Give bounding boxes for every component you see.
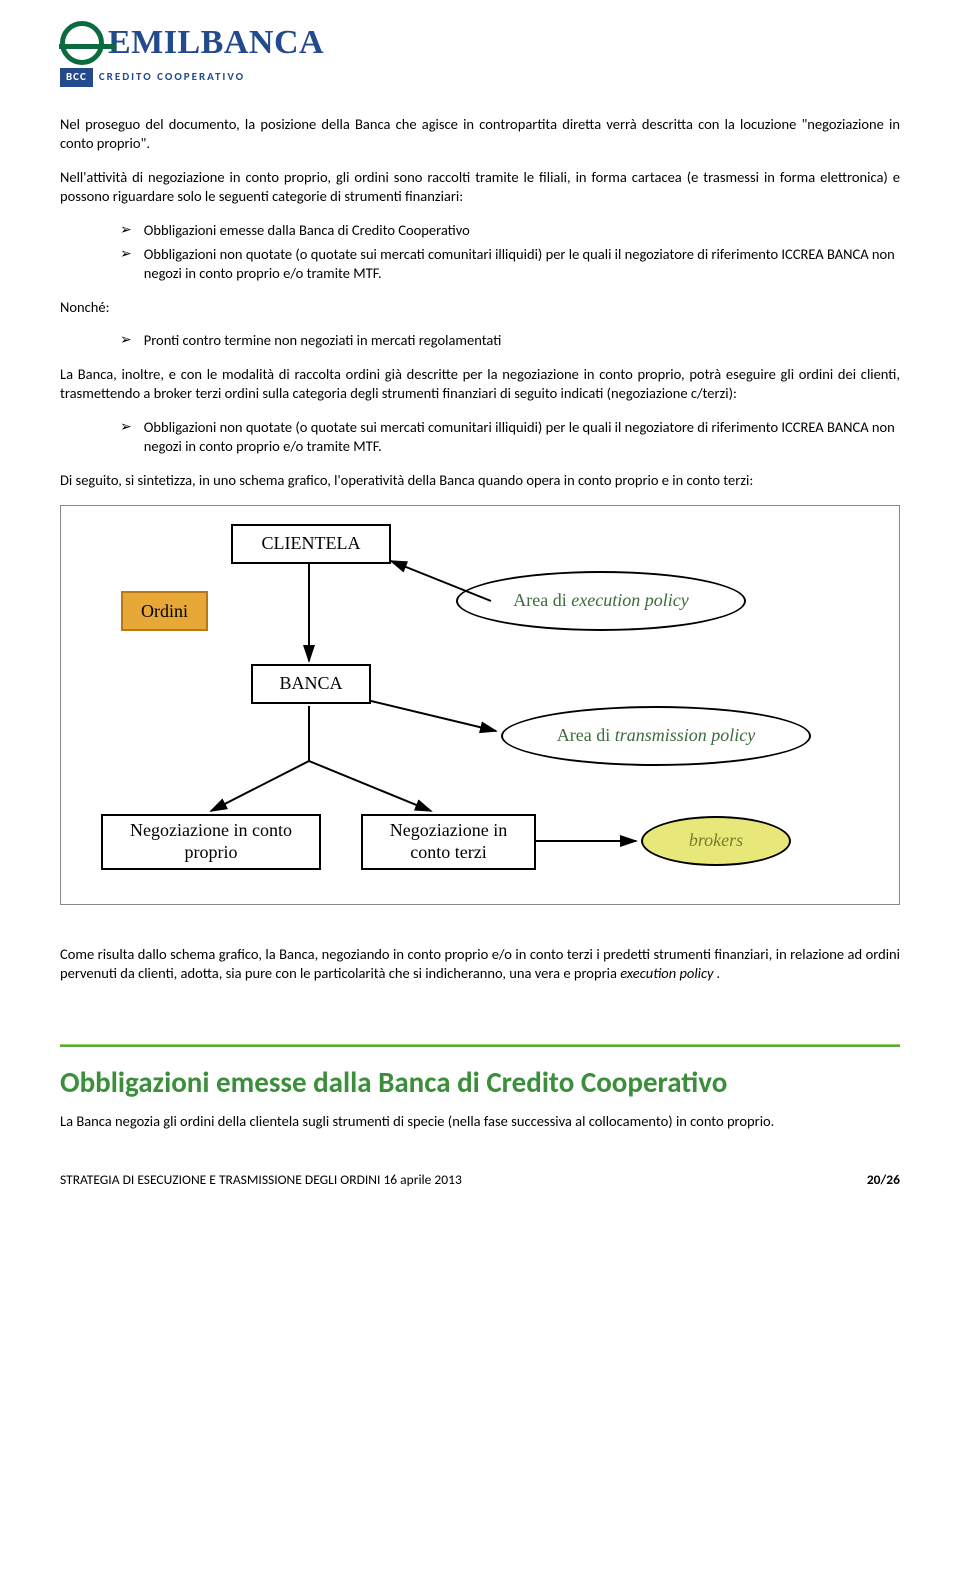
- arrow-icon: ➢: [120, 221, 132, 240]
- logo-brand-text: EMILBANCA: [108, 20, 324, 66]
- paragraph-4: Di seguito, si sintetizza, in uno schema…: [60, 471, 900, 491]
- node-transmission-policy: Area di transmission policy: [501, 706, 811, 766]
- list-item: ➢ Obbligazioni emesse dalla Banca di Cre…: [120, 221, 900, 241]
- node-label: brokers: [689, 828, 743, 852]
- node-clientela: CLIENTELA: [231, 524, 391, 564]
- footer-page: 20: [867, 1171, 881, 1188]
- node-label-l2: conto terzi: [410, 842, 486, 864]
- list-text: Obbligazioni non quotate (o quotate sui …: [144, 418, 900, 457]
- node-neg-proprio: Negoziazione in conto proprio: [101, 814, 321, 870]
- paragraph-2: Nell'attività di negoziazione in conto p…: [60, 168, 900, 207]
- list-text: Obbligazioni emesse dalla Banca di Credi…: [144, 221, 470, 241]
- list-item: ➢ Pronti contro termine non negoziati in…: [120, 331, 900, 351]
- p5-text-b: execution policy .: [620, 964, 720, 982]
- paragraph-3: La Banca, inoltre, e con le modalità di …: [60, 365, 900, 404]
- logo-header: EMILBANCA BCC CREDITO COOPERATIVO: [60, 20, 900, 87]
- node-neg-terzi: Negoziazione in conto terzi: [361, 814, 536, 870]
- list-item: ➢ Obbligazioni non quotate (o quotate su…: [120, 245, 900, 284]
- node-label: BANCA: [279, 671, 342, 695]
- bullet-list-3: ➢ Obbligazioni non quotate (o quotate su…: [120, 418, 900, 457]
- paragraph-intro: Nel proseguo del documento, la posizione…: [60, 115, 900, 154]
- node-execution-policy: Area di execution policy: [456, 571, 746, 631]
- section-heading: Obbligazioni emesse dalla Banca di Credi…: [60, 1063, 900, 1102]
- node-brokers: brokers: [641, 816, 791, 866]
- nonche-label: Nonché:: [60, 298, 900, 318]
- logo-main: EMILBANCA: [60, 20, 900, 66]
- node-label-l1: Negoziazione in conto: [130, 820, 292, 842]
- logo-icon: [60, 21, 104, 65]
- footer-pagenum: 20/26: [867, 1171, 900, 1189]
- p5-text-a: Come risulta dallo schema grafico, la Ba…: [60, 945, 900, 983]
- footer-title: STRATEGIA DI ESECUZIONE E TRASMISSIONE D…: [60, 1171, 462, 1189]
- arrow-icon: ➢: [120, 331, 132, 350]
- p1-text: Nel proseguo del documento, la posizione…: [60, 115, 900, 153]
- bullet-list-2: ➢ Pronti contro termine non negoziati in…: [120, 331, 900, 351]
- logo-subline: BCC CREDITO COOPERATIVO: [60, 68, 900, 87]
- bcc-badge: BCC: [60, 68, 93, 87]
- node-label: Area di execution policy: [513, 588, 688, 612]
- list-item: ➢ Obbligazioni non quotate (o quotate su…: [120, 418, 900, 457]
- arrow-icon: ➢: [120, 418, 132, 437]
- flow-diagram: CLIENTELA Ordini Area di execution polic…: [60, 505, 900, 905]
- list-text: Obbligazioni non quotate (o quotate sui …: [144, 245, 900, 284]
- bullet-list-1: ➢ Obbligazioni emesse dalla Banca di Cre…: [120, 221, 900, 284]
- node-label: Area di transmission policy: [557, 723, 756, 747]
- node-label-l2: proprio: [185, 842, 238, 864]
- paragraph-5: Come risulta dallo schema grafico, la Ba…: [60, 945, 900, 984]
- list-text: Pronti contro termine non negoziati in m…: [144, 331, 502, 351]
- node-label: Ordini: [141, 601, 188, 621]
- node-banca: BANCA: [251, 664, 371, 704]
- document-page: EMILBANCA BCC CREDITO COOPERATIVO Nel pr…: [0, 0, 960, 1210]
- footer-total: /26: [881, 1171, 901, 1188]
- arrow-icon: ➢: [120, 245, 132, 264]
- node-ordini: Ordini: [121, 591, 208, 631]
- paragraph-6: La Banca negozia gli ordini della client…: [60, 1112, 900, 1132]
- node-label-l1: Negoziazione in: [390, 820, 507, 842]
- node-label: CLIENTELA: [262, 531, 361, 555]
- section-divider: [60, 1044, 900, 1047]
- logo-subtext: CREDITO COOPERATIVO: [99, 70, 245, 85]
- page-footer: STRATEGIA DI ESECUZIONE E TRASMISSIONE D…: [60, 1171, 900, 1189]
